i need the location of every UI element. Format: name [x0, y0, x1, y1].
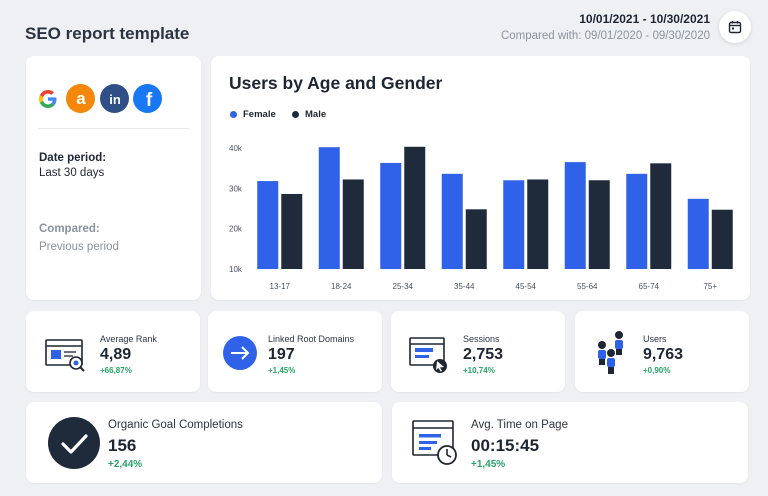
bar-female-55-64[interactable]: [564, 162, 586, 269]
stat-label: Organic Goal Completions: [108, 419, 243, 431]
stat-label: Users: [643, 334, 667, 344]
bar-male-35-44[interactable]: [465, 209, 487, 269]
stat-change: +10,74%: [463, 366, 495, 375]
bar-female-45-54[interactable]: [503, 180, 525, 269]
checkmark-icon: [48, 417, 100, 469]
bar-chart: 10k 20k 30k 40k 13-17 18-24 25-34 35-44 45-54 55-…: [229, 144, 733, 291]
stat-value: 4,89: [100, 346, 132, 363]
compared-with: Compared with: 09/01/2020 - 09/30/2020: [500, 30, 710, 42]
stat-change: +0,90%: [643, 366, 671, 375]
stat-card-average-rank[interactable]: Average Rank 4,89 +66,87%: [26, 311, 200, 392]
compared-value: Previous period: [39, 241, 119, 253]
legend-label-male: Male: [305, 109, 327, 120]
ahrefs-icon: a: [66, 84, 95, 113]
bar-female-25-34[interactable]: [380, 162, 402, 269]
x-tick-label: 45-54: [516, 282, 537, 291]
y-tick-label: 10k: [229, 265, 243, 274]
stat-label: Sessions: [463, 334, 500, 344]
chart-title: Users by Age and Gender: [229, 73, 443, 93]
legend-label-female: Female: [243, 109, 276, 120]
legend-item-female[interactable]: Female: [230, 109, 276, 120]
y-tick-label: 40k: [229, 144, 243, 153]
stat-change: +1,45%: [471, 459, 506, 470]
date-period-value: Last 30 days: [39, 167, 105, 179]
compared-label: Compared:: [39, 223, 100, 235]
bar-female-13-17[interactable]: [257, 181, 279, 269]
stat-value: 156: [108, 436, 137, 455]
stat-value: 2,753: [463, 346, 504, 363]
stat-change: +1,45%: [268, 366, 296, 375]
google-icon: [33, 84, 62, 113]
stat-card-organic-goal-completions[interactable]: Organic Goal Completions 156 +2,44%: [26, 402, 382, 483]
bar-male-75+[interactable]: [711, 209, 733, 269]
y-tick-label: 30k: [229, 184, 243, 193]
date-period-label: Date period:: [39, 152, 107, 164]
page-title: SEO report template: [25, 24, 190, 43]
arrow-right-icon: [223, 336, 257, 370]
stat-change: +66,87%: [100, 366, 132, 375]
divider: [38, 128, 189, 129]
bar-female-75+[interactable]: [687, 198, 709, 269]
stat-value: 197: [268, 346, 295, 363]
bar-female-65-74[interactable]: [626, 173, 648, 269]
x-tick-label: 13-17: [270, 282, 291, 291]
bar-female-18-24[interactable]: [318, 147, 340, 269]
legend-swatch-female: [230, 111, 237, 118]
bar-male-55-64[interactable]: [588, 180, 610, 269]
stat-value: 00:15:45: [471, 436, 540, 455]
browser-clock-icon: [412, 420, 457, 465]
stat-card-avg-time-on-page[interactable]: Avg. Time on Page 00:15:45 +1,45%: [392, 402, 748, 483]
x-tick-label: 25-34: [393, 282, 414, 291]
legend-swatch-male: [292, 111, 299, 118]
svg-text:in: in: [109, 92, 121, 107]
x-tick-label: 55-64: [577, 282, 598, 291]
chart-card: Users by Age and Gender Female Male 10k 2…: [211, 56, 750, 300]
bar-female-35-44[interactable]: [441, 173, 463, 269]
x-tick-label: 65-74: [639, 282, 660, 291]
bar-male-25-34[interactable]: [404, 146, 426, 269]
bar-male-13-17[interactable]: [281, 193, 303, 269]
calendar-icon: [728, 21, 742, 34]
x-tick-label: 18-24: [331, 282, 352, 291]
stat-label: Average Rank: [100, 334, 157, 344]
x-tick-label: 75+: [703, 282, 717, 291]
x-tick-label: 35-44: [454, 282, 475, 291]
bar-male-65-74[interactable]: [650, 163, 672, 269]
legend-item-male[interactable]: Male: [292, 109, 326, 120]
rank-search-icon: [45, 339, 85, 372]
linkedin-icon: in: [100, 84, 129, 113]
stat-value: 9,763: [643, 346, 684, 363]
browser-cursor-icon: [409, 337, 447, 373]
svg-text:f: f: [145, 90, 152, 109]
users-group-icon: [598, 331, 623, 374]
stat-change: +2,44%: [108, 459, 143, 470]
stat-label: Linked Root Domains: [268, 334, 355, 344]
svg-text:a: a: [76, 89, 86, 108]
bar-male-45-54[interactable]: [527, 179, 549, 269]
date-range[interactable]: 10/01/2021 - 10/30/2021: [579, 12, 710, 26]
stat-card-linked-root-domains[interactable]: Linked Root Domains 197 +1,45%: [208, 311, 382, 392]
y-tick-label: 20k: [229, 225, 243, 234]
calendar-button[interactable]: [719, 11, 751, 43]
bar-male-18-24[interactable]: [342, 179, 364, 269]
facebook-icon: f: [133, 84, 162, 113]
stat-label: Avg. Time on Page: [471, 419, 568, 431]
stat-card-sessions[interactable]: Sessions 2,753 +10,74%: [391, 311, 565, 392]
stat-card-users[interactable]: Users 9,763 +0,90%: [575, 311, 749, 392]
info-card: a in f Date period: Last 30 days Compare…: [26, 56, 201, 300]
